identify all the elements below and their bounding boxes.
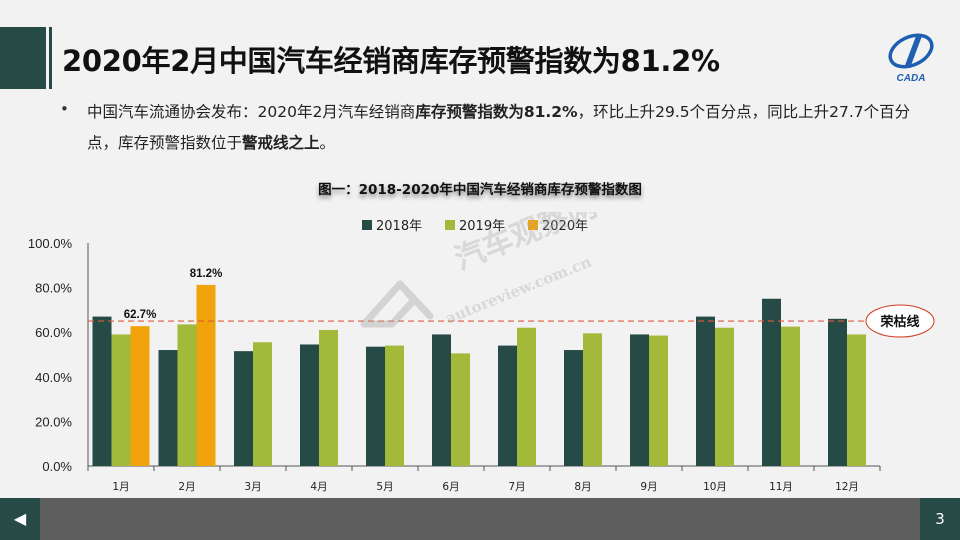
bar-2019-5: [385, 345, 404, 466]
bullet-marker: •: [60, 100, 69, 118]
threshold-label-bubble: [865, 304, 935, 338]
bullet-text: 中国汽车流通协会发布：2020年2月汽车经销商库存预警指数为81.2%，环比上升…: [87, 97, 932, 159]
bar-2019-1: [111, 334, 131, 466]
y-tick-label-0: 0.0%: [42, 459, 72, 474]
bar-2018-9: [630, 334, 649, 466]
footer-bar: [0, 498, 960, 540]
bullet-part-1: 中国汽车流通协会发布：2020年2月汽车经销商: [87, 103, 416, 121]
triangle-left-icon: ◀: [13, 509, 27, 528]
y-tick-label-40: 40.0%: [35, 370, 72, 385]
x-tick-label-3: 3月: [244, 481, 261, 493]
bar-2018-1: [92, 316, 112, 466]
bullet-part-2: ，环比上升29.5个百分点，同比上升27.7个百分点，库存预警指数位于: [87, 103, 911, 152]
bar-2018-8: [564, 350, 583, 466]
bar-2019-3: [253, 342, 272, 466]
legend-label-2020: 2020年: [542, 219, 588, 234]
x-tick-label-6: 6月: [442, 481, 459, 493]
x-tick-label-9: 9月: [640, 481, 657, 493]
slide-title: 2020年2月中国汽车经销商库存预警指数为81.2%: [62, 44, 720, 78]
bullet-part-3: 。: [319, 134, 336, 152]
bar-2019-9: [649, 335, 668, 466]
x-tick-label-11: 11月: [769, 481, 793, 493]
threshold-label: 荣枯线: [879, 314, 919, 330]
bar-2018-4: [300, 344, 319, 466]
x-tick-label-4: 4月: [310, 481, 327, 493]
title-accent-line: [49, 27, 52, 89]
legend-swatch-2018: [362, 220, 372, 230]
legend-label-2019: 2019年: [459, 219, 505, 234]
x-tick-label-1: 1月: [112, 481, 129, 493]
bar-2018-5: [366, 346, 385, 466]
bar-2018-3: [234, 351, 253, 466]
bar-2018-7: [498, 345, 517, 466]
bar-2019-11: [781, 326, 800, 466]
y-tick-label-80: 80.0%: [35, 281, 72, 296]
data-label-2020-1: 62.7%: [124, 309, 157, 321]
legend-swatch-2019: [445, 220, 455, 230]
bar-2019-6: [451, 353, 470, 466]
bar-2019-12: [847, 334, 866, 466]
data-label-2020-2: 81.2%: [190, 268, 223, 280]
bar-2019-8: [583, 333, 602, 466]
bar-2020-1: [130, 326, 150, 466]
cada-logo-text: CADA: [897, 73, 926, 84]
bar-2018-6: [432, 334, 451, 466]
bar-2018-12: [828, 318, 847, 466]
bar-2019-7: [517, 327, 536, 466]
bullet-bold-1: 库存预警指数为81.2%: [415, 103, 578, 121]
bar-2018-2: [158, 350, 178, 466]
x-tick-label-8: 8月: [574, 481, 591, 493]
title-accent-block: [0, 27, 46, 89]
legend-swatch-2020: [528, 220, 538, 230]
x-tick-label-5: 5月: [376, 481, 393, 493]
y-tick-label-100: 100.0%: [28, 236, 73, 251]
x-tick-label-2: 2月: [178, 481, 195, 493]
chart-title: 图一：2018-2020年中国汽车经销商库存预警指数图: [318, 182, 642, 198]
legend-label-2018: 2018年: [376, 219, 422, 234]
page-number: 3: [920, 498, 960, 540]
x-tick-label-10: 10月: [703, 481, 727, 493]
x-tick-label-12: 12月: [835, 481, 859, 493]
bar-2018-10: [696, 316, 715, 466]
cada-logo: CADA: [888, 33, 934, 84]
y-tick-label-60: 60.0%: [35, 325, 72, 340]
bar-2019-4: [319, 329, 338, 466]
bar-chart: 0.0% 20.0% 40.0% 60.0% 80.0% 100.0% 1月 2月 3月 4月 5月…: [28, 219, 935, 493]
prev-slide-button[interactable]: ◀: [0, 498, 40, 540]
bullet-bold-2: 警戒线之上: [242, 134, 320, 152]
bar-2018-11: [762, 298, 781, 466]
bar-2019-2: [177, 324, 197, 466]
x-tick-label-7: 7月: [508, 481, 525, 493]
bar-2020-2: [196, 284, 216, 466]
y-tick-label-20: 20.0%: [35, 414, 72, 429]
bar-2019-10: [715, 327, 734, 466]
